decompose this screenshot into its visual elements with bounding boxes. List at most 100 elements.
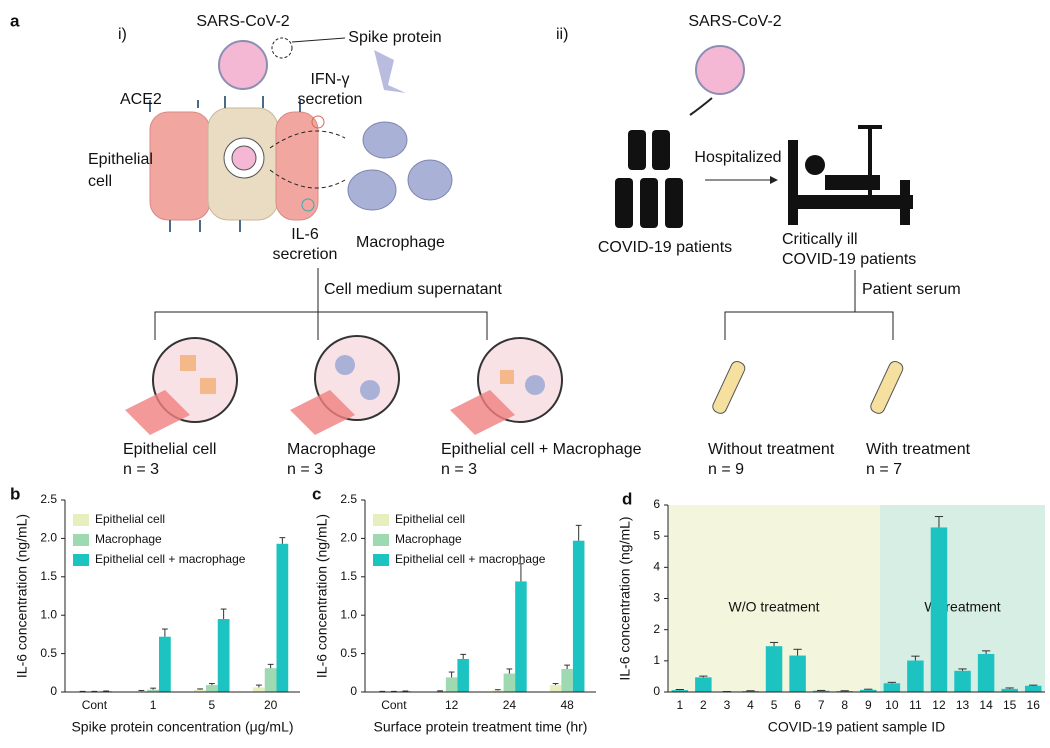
bar (276, 543, 289, 692)
panel-label: c (312, 484, 321, 503)
bar (860, 689, 877, 692)
panel-label: b (10, 484, 20, 503)
x-tick-label: 2 (700, 698, 707, 712)
bar (572, 540, 585, 692)
x-tick-label: 48 (560, 698, 574, 712)
bar (217, 619, 230, 692)
sample-n: n = 3 (287, 461, 323, 478)
legend-swatch (73, 514, 89, 526)
sample-n: n = 3 (441, 461, 477, 478)
bar (671, 690, 689, 692)
bar (1024, 685, 1042, 692)
critical-label: COVID-19 patients (782, 251, 916, 268)
bar (457, 658, 469, 692)
bar (194, 689, 206, 692)
bar (977, 653, 995, 692)
legend-swatch (73, 534, 89, 546)
sample-label: Macrophage (287, 441, 376, 458)
sample-label: With treatment (866, 441, 971, 458)
y-tick-label: 0 (653, 684, 660, 698)
bar (147, 689, 159, 692)
x-axis-label: Surface protein treatment time (hr) (374, 719, 588, 735)
y-tick-label: 3 (653, 591, 660, 605)
y-tick-label: 2.5 (340, 492, 357, 506)
x-tick-label: 10 (885, 698, 899, 712)
y-tick-label: 2.0 (340, 531, 357, 545)
ace2-label: ACE2 (120, 91, 162, 108)
panel-label: a (10, 11, 20, 30)
bar (503, 673, 516, 692)
sample-label: Epithelial cell + Macrophage (441, 441, 642, 458)
bar (492, 690, 504, 692)
x-tick-label: 7 (818, 698, 825, 712)
x-tick-label: 5 (209, 698, 216, 712)
cell-illustration (149, 37, 453, 232)
legend-label: Epithelial cell + macrophage (95, 552, 246, 566)
legend-swatch (373, 554, 389, 566)
y-tick-label: 1.0 (340, 607, 357, 621)
sample-n: n = 3 (123, 461, 159, 478)
legend-label: Macrophage (95, 532, 162, 546)
legend-swatch (373, 534, 389, 546)
virus-label: SARS-CoV-2 (688, 13, 781, 30)
y-tick-label: 1.5 (340, 569, 357, 583)
x-tick-label: 14 (979, 698, 993, 712)
x-axis-label: COVID-19 patient sample ID (768, 719, 945, 735)
x-tick-label: 24 (503, 698, 517, 712)
diagram-texts: a i) SARS-CoV-2 Spike protein IFN-γ secr… (10, 11, 971, 478)
panel-label: d (622, 489, 632, 508)
legend-swatch (373, 514, 389, 526)
x-tick-label: 8 (841, 698, 848, 712)
x-tick-label: 13 (956, 698, 970, 712)
y-axis-label: IL-6 concentration (ng/mL) (314, 514, 330, 678)
y-axis-label: IL-6 concentration (ng/mL) (14, 514, 30, 678)
sample-n: n = 7 (866, 461, 902, 478)
legend-label: Epithelial cell + macrophage (395, 552, 546, 566)
x-tick-label: Cont (381, 698, 407, 712)
y-tick-label: 0 (50, 684, 57, 698)
patient-illustration (615, 45, 913, 414)
legend-swatch (73, 554, 89, 566)
spike-label: Spike protein (348, 29, 441, 46)
branch-lines (154, 268, 894, 340)
bar (264, 668, 277, 692)
epithelial-label: cell (88, 173, 112, 190)
x-tick-label: 12 (932, 698, 946, 712)
x-tick-label: 5 (771, 698, 778, 712)
x-axis-label: Spike protein concentration (μg/mL) (71, 719, 293, 735)
x-tick-label: 12 (445, 698, 459, 712)
bar (159, 636, 171, 692)
y-tick-label: 1.5 (40, 569, 57, 583)
y-tick-label: 0.5 (340, 646, 357, 660)
bar (789, 655, 806, 692)
epithelial-label: Epithelial (88, 151, 153, 168)
legend-label: Epithelial cell (395, 512, 465, 526)
bar (1001, 688, 1018, 692)
bar (695, 677, 712, 692)
x-tick-label: 1 (676, 698, 683, 712)
ifn-label: IFN-γ (310, 71, 349, 88)
bar (561, 668, 573, 692)
x-tick-label: 9 (865, 698, 872, 712)
x-tick-label: 3 (724, 698, 731, 712)
legend-label: Macrophage (395, 532, 462, 546)
x-tick-label: 4 (747, 698, 754, 712)
y-tick-label: 4 (653, 560, 660, 574)
y-tick-label: 6 (653, 497, 660, 511)
branch-label: Patient serum (862, 281, 961, 298)
patients-label: COVID-19 patients (598, 239, 732, 256)
y-tick-label: 2.0 (40, 531, 57, 545)
y-tick-label: 5 (653, 528, 660, 542)
bar (765, 646, 783, 692)
x-tick-label: 1 (150, 698, 157, 712)
x-tick-label: 6 (794, 698, 801, 712)
branch-label: Cell medium supernatant (324, 281, 502, 298)
bar (883, 683, 901, 692)
y-tick-label: 1 (653, 653, 660, 667)
x-tick-label: 16 (1027, 698, 1041, 712)
y-tick-label: 0 (350, 684, 357, 698)
bar (549, 685, 562, 692)
il6-label: secretion (273, 246, 338, 263)
arrow-label: Hospitalized (694, 149, 781, 166)
x-tick-label: 20 (264, 698, 278, 712)
